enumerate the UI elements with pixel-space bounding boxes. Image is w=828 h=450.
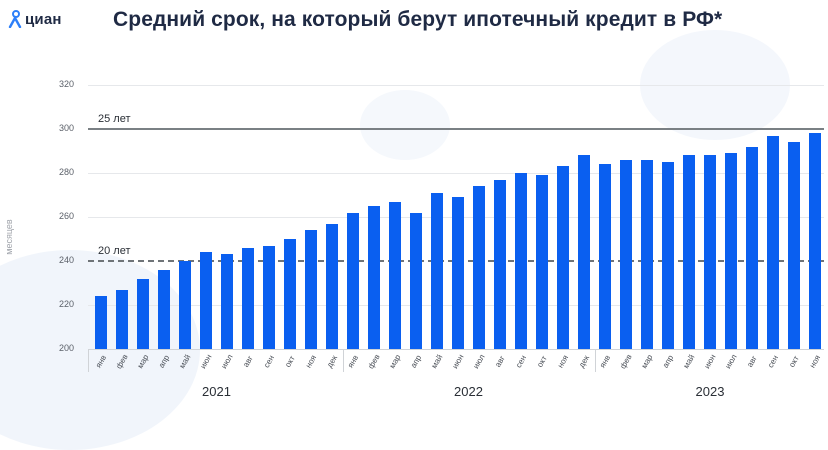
bar bbox=[326, 223, 338, 349]
x-tick-label: мар bbox=[639, 353, 655, 370]
x-tick-label: авг bbox=[493, 354, 507, 369]
x-tick-label: авг bbox=[745, 354, 759, 369]
bar bbox=[410, 212, 422, 349]
bar bbox=[284, 239, 296, 349]
bar bbox=[200, 252, 212, 349]
year-separator bbox=[343, 350, 344, 372]
x-tick-label: дек bbox=[324, 353, 340, 370]
watermark-shape bbox=[0, 250, 200, 450]
bar bbox=[725, 153, 737, 349]
x-tick-label: ноя bbox=[807, 353, 823, 370]
x-tick-label: окт bbox=[283, 354, 297, 369]
bar bbox=[536, 175, 548, 349]
logo-text: циан bbox=[25, 10, 62, 28]
x-tick-label: ноя bbox=[555, 353, 571, 370]
bar bbox=[662, 162, 674, 349]
bar bbox=[305, 230, 317, 349]
bar bbox=[263, 245, 275, 349]
x-tick-label: окт bbox=[535, 354, 549, 369]
bar bbox=[431, 192, 443, 349]
x-tick-label: ноя bbox=[303, 353, 319, 370]
gridline bbox=[88, 85, 824, 86]
bar bbox=[557, 166, 569, 349]
year-label: 2022 bbox=[454, 384, 483, 399]
bar bbox=[242, 247, 254, 349]
x-tick-label: дек bbox=[576, 353, 592, 370]
bar bbox=[809, 133, 821, 349]
y-tick-label: 320 bbox=[58, 79, 74, 89]
bar bbox=[494, 179, 506, 349]
bar bbox=[578, 155, 590, 349]
bar bbox=[95, 296, 107, 349]
bar bbox=[137, 278, 149, 349]
x-tick-label: апр bbox=[660, 353, 676, 370]
x-tick-label: авг bbox=[241, 354, 255, 369]
x-tick-label: июл bbox=[471, 352, 487, 371]
y-axis-label: месяцев bbox=[4, 219, 14, 255]
x-tick-label: июл bbox=[219, 352, 235, 371]
location-pin-icon bbox=[8, 10, 22, 28]
x-tick-label: май bbox=[681, 353, 697, 371]
bar bbox=[116, 289, 128, 349]
bar bbox=[599, 164, 611, 349]
bar bbox=[746, 146, 758, 349]
reference-line-25-years bbox=[88, 128, 824, 130]
bar bbox=[368, 206, 380, 349]
y-tick-label: 240 bbox=[58, 255, 74, 265]
x-tick-label: окт bbox=[787, 354, 801, 369]
x-tick-label: июн bbox=[450, 352, 466, 371]
year-label: 2021 bbox=[202, 384, 231, 399]
watermark-shape bbox=[360, 90, 450, 160]
bar bbox=[158, 269, 170, 349]
bar bbox=[221, 254, 233, 349]
year-label: 2023 bbox=[695, 384, 725, 399]
year-separator bbox=[88, 350, 89, 372]
bar bbox=[473, 186, 485, 349]
x-tick-label: апр bbox=[408, 353, 424, 370]
y-tick-label: 300 bbox=[58, 123, 74, 133]
gridline bbox=[88, 173, 824, 174]
bar bbox=[788, 142, 800, 349]
cian-logo: циан bbox=[8, 10, 62, 28]
x-tick-label: янв bbox=[597, 353, 613, 370]
x-tick-label: сен bbox=[513, 353, 529, 370]
bar bbox=[683, 155, 695, 349]
x-tick-label: фев bbox=[618, 352, 634, 371]
bar bbox=[452, 197, 464, 349]
y-tick-label: 260 bbox=[58, 211, 74, 221]
bar bbox=[347, 212, 359, 349]
x-tick-label: фев bbox=[366, 352, 382, 371]
bar bbox=[641, 159, 653, 349]
bar bbox=[767, 135, 779, 349]
x-tick-label: май bbox=[429, 353, 445, 371]
y-tick-label: 280 bbox=[58, 167, 74, 177]
bar bbox=[515, 173, 527, 349]
bar bbox=[620, 159, 632, 349]
bar bbox=[704, 155, 716, 349]
x-tick-label: июл bbox=[723, 352, 739, 371]
reference-line-label: 25 лет bbox=[98, 113, 131, 125]
bar bbox=[389, 201, 401, 349]
reference-line-label: 20 лет bbox=[98, 245, 131, 257]
year-separator bbox=[595, 350, 596, 372]
x-tick-label: сен bbox=[765, 353, 781, 370]
x-tick-label: янв bbox=[345, 353, 361, 370]
bar bbox=[179, 261, 191, 349]
x-tick-label: июн bbox=[702, 352, 718, 371]
y-tick-label: 200 bbox=[58, 343, 74, 353]
x-tick-label: мар bbox=[387, 353, 403, 370]
x-axis-line bbox=[88, 349, 824, 350]
x-tick-label: сен bbox=[261, 353, 277, 370]
chart-title: Средний срок, на который берут ипотечный… bbox=[113, 8, 723, 31]
y-tick-label: 220 bbox=[58, 299, 74, 309]
